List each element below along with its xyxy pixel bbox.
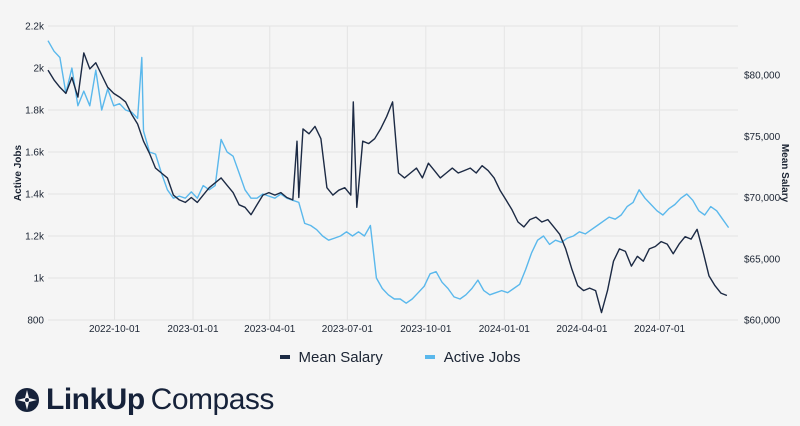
y-right-tick-label: $75,000 — [744, 132, 781, 143]
y-left-tick-label: 800 — [27, 316, 44, 327]
y-right-axis-title: Mean Salary — [779, 144, 790, 203]
y-left-tick-label: 1.6k — [25, 148, 45, 159]
x-tick-label: 2024-07-01 — [634, 324, 686, 335]
legend-label-active-jobs: Active Jobs — [443, 348, 521, 366]
series-line-mean-salary — [47, 52, 728, 314]
x-tick-label: 2024-04-01 — [556, 324, 608, 335]
legend-item-active-jobs[interactable]: Active Jobs — [424, 348, 521, 366]
x-tick-label: 2023-01-01 — [167, 324, 219, 335]
series-layer — [47, 40, 730, 314]
series-line-active-jobs — [47, 40, 730, 304]
y-right-tick-label: $80,000 — [744, 71, 781, 82]
y-right-tick-label: $70,000 — [744, 193, 781, 204]
y-left-tick-label: 1.8k — [25, 106, 45, 117]
axis-layer: 800 1k 1.2k 1.4k 1.6k 1.8k 2k 2.2k $60,000 $65,00… — [13, 22, 790, 336]
y-left-tick-label: 1.4k — [25, 190, 45, 201]
legend-label-mean-salary: Mean Salary — [298, 348, 383, 366]
x-tick-label: 2023-04-01 — [244, 324, 296, 335]
compass-star-icon — [15, 388, 39, 412]
brand-logo: LinkUp Compass — [14, 382, 274, 418]
y-right-tick-label: $60,000 — [744, 316, 781, 327]
y-right-tick-label: $65,000 — [744, 254, 781, 265]
legend: Mean Salary Active Jobs — [0, 345, 800, 369]
brand-name-bold: LinkUp — [46, 383, 145, 416]
y-left-tick-label: 1.2k — [25, 232, 45, 243]
y-left-tick-label: 2.2k — [25, 22, 45, 33]
chart: 800 1k 1.2k 1.4k 1.6k 1.8k 2k 2.2k $60,000 $65,00… — [13, 22, 790, 336]
legend-swatch-active-jobs — [424, 355, 435, 359]
x-tick-label: 2024-01-01 — [479, 324, 531, 335]
brand-name-light: Compass — [150, 383, 275, 416]
x-tick-label: 2023-07-01 — [322, 324, 374, 335]
y-left-axis-title: Active Jobs — [13, 144, 24, 201]
y-left-tick-label: 1k — [33, 274, 45, 285]
x-tick-label: 2022-10-01 — [89, 324, 141, 335]
y-left-tick-label: 2k — [33, 64, 45, 75]
x-tick-label: 2023-10-01 — [400, 324, 452, 335]
legend-swatch-mean-salary — [279, 355, 290, 359]
grid — [48, 25, 738, 321]
legend-item-mean-salary[interactable]: Mean Salary — [279, 348, 383, 366]
